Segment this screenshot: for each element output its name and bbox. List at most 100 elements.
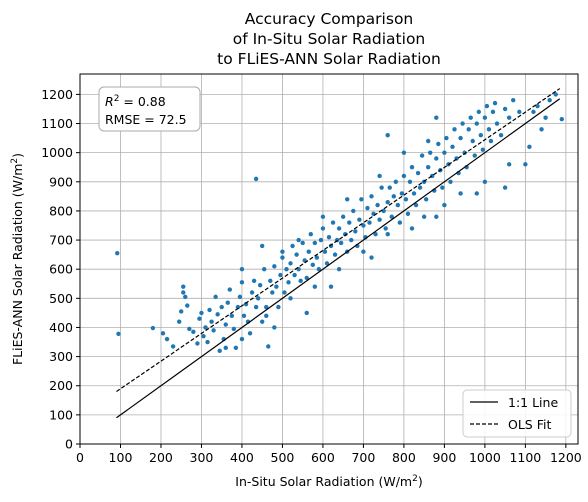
scatter-point-164 bbox=[498, 132, 504, 138]
scatter-point-58 bbox=[282, 290, 287, 295]
scatter-point-120 bbox=[407, 179, 413, 184]
scatter-point-55 bbox=[276, 304, 281, 310]
scatter-point-123 bbox=[413, 202, 419, 208]
scatter-point-24 bbox=[215, 312, 220, 317]
scatter-point-29 bbox=[225, 300, 230, 305]
scatter-point-151 bbox=[470, 138, 475, 144]
y-tick-label-700: 700 bbox=[49, 233, 73, 248]
scatter-point-3 bbox=[160, 331, 166, 336]
scatter-point-38 bbox=[243, 301, 249, 307]
plot-frame bbox=[79, 73, 579, 445]
scatter-point-7 bbox=[179, 309, 184, 314]
scatter-point-91 bbox=[349, 237, 354, 243]
scatter-point-47 bbox=[259, 319, 265, 324]
r-squared-text: R2 = 0.88 bbox=[105, 94, 166, 109]
scatter-point-67 bbox=[300, 240, 305, 246]
scatter-point-177 bbox=[559, 116, 565, 122]
scatter-point-0 bbox=[115, 250, 120, 256]
y-tick-label-800: 800 bbox=[49, 203, 73, 218]
scatter-point-125 bbox=[417, 185, 423, 190]
x-tick-label-0: 0 bbox=[76, 450, 84, 465]
x-tick-label-600: 600 bbox=[311, 450, 335, 465]
scatter-point-76 bbox=[318, 237, 324, 243]
x-tick-label-900: 900 bbox=[432, 450, 456, 465]
scatter-point-168 bbox=[517, 109, 522, 115]
scatter-point-30 bbox=[227, 287, 233, 292]
scatter-point-167 bbox=[511, 98, 516, 103]
scatter-point-153 bbox=[474, 121, 479, 126]
scatter-point-206 bbox=[434, 115, 439, 120]
scatter-point-157 bbox=[482, 115, 488, 120]
scatter-point-59 bbox=[284, 266, 289, 272]
scatter-point-54 bbox=[274, 284, 279, 289]
scatter-point-134 bbox=[436, 141, 441, 147]
x-tick-label-1100: 1100 bbox=[509, 450, 541, 465]
scatter-point-71 bbox=[308, 232, 313, 237]
scatter-point-198 bbox=[506, 162, 512, 167]
x-tick-label-100: 100 bbox=[109, 450, 133, 465]
scatter-point-116 bbox=[399, 191, 405, 196]
scatter-points bbox=[115, 92, 565, 353]
legend: 1:1 Line OLS Fit bbox=[462, 389, 572, 438]
scatter-point-52 bbox=[270, 290, 275, 295]
scatter-point-155 bbox=[478, 132, 484, 138]
scatter-point-142 bbox=[452, 127, 457, 132]
scatter-point-161 bbox=[490, 109, 496, 115]
scatter-point-42 bbox=[251, 278, 257, 284]
scatter-point-154 bbox=[476, 109, 482, 115]
scatter-point-182 bbox=[385, 232, 390, 237]
scatter-point-141 bbox=[450, 144, 455, 150]
y-tick-label-0: 0 bbox=[65, 437, 73, 452]
ols-fit-line bbox=[116, 88, 561, 393]
scatter-point-115 bbox=[397, 220, 403, 225]
scatter-point-14 bbox=[195, 341, 200, 346]
scatter-point-85 bbox=[336, 226, 342, 231]
scatter-point-64 bbox=[294, 252, 299, 257]
x-tick-label-400: 400 bbox=[230, 450, 254, 465]
scatter-point-117 bbox=[401, 173, 407, 179]
scatter-point-74 bbox=[314, 255, 320, 260]
scatter-point-43 bbox=[253, 176, 259, 182]
scatter-point-113 bbox=[393, 179, 399, 184]
scatter-point-99 bbox=[365, 205, 370, 211]
scatter-point-150 bbox=[468, 115, 473, 120]
scatter-point-162 bbox=[492, 100, 498, 106]
scatter-point-166 bbox=[506, 115, 512, 120]
chart-title-line-3: to FLiES-ANN Solar Radiation bbox=[217, 50, 441, 68]
scatter-point-22 bbox=[211, 328, 216, 333]
legend-label-1-1-line: 1:1 Line bbox=[508, 395, 558, 410]
scatter-point-209 bbox=[280, 249, 285, 254]
scatter-point-56 bbox=[278, 272, 283, 278]
scatter-point-107 bbox=[381, 208, 386, 214]
scatter-point-179 bbox=[474, 191, 479, 196]
scatter-point-200 bbox=[320, 214, 326, 219]
scatter-point-124 bbox=[415, 170, 421, 176]
scatter-point-62 bbox=[290, 243, 295, 249]
scatter-point-114 bbox=[395, 202, 401, 208]
scatter-point-203 bbox=[401, 150, 407, 155]
scatter-point-133 bbox=[434, 156, 439, 161]
scatter-point-90 bbox=[347, 220, 352, 225]
scatter-point-79 bbox=[324, 261, 330, 266]
y-tick-label-1000: 1000 bbox=[41, 145, 73, 160]
rmse-text: RMSE = 72.5 bbox=[105, 112, 187, 127]
stats-box-frame bbox=[98, 86, 201, 132]
scatter-point-158 bbox=[484, 103, 490, 109]
scatter-point-188 bbox=[239, 336, 245, 342]
scatter-point-175 bbox=[547, 98, 552, 103]
scatter-point-169 bbox=[523, 162, 528, 167]
scatter-point-196 bbox=[458, 191, 463, 196]
scatter-point-9 bbox=[181, 284, 186, 289]
scatter-point-19 bbox=[205, 339, 210, 345]
scatter-point-95 bbox=[357, 217, 362, 222]
scatter-point-204 bbox=[425, 138, 431, 144]
scatter-point-34 bbox=[235, 304, 241, 310]
scatter-point-2 bbox=[150, 325, 156, 331]
scatter-point-17 bbox=[201, 334, 206, 339]
scatter-point-103 bbox=[373, 232, 378, 237]
scatter-point-192 bbox=[272, 325, 277, 330]
scatter-point-101 bbox=[369, 194, 374, 199]
scatter-point-10 bbox=[183, 294, 188, 300]
scatter-point-186 bbox=[288, 296, 293, 301]
scatter-point-45 bbox=[255, 296, 261, 301]
